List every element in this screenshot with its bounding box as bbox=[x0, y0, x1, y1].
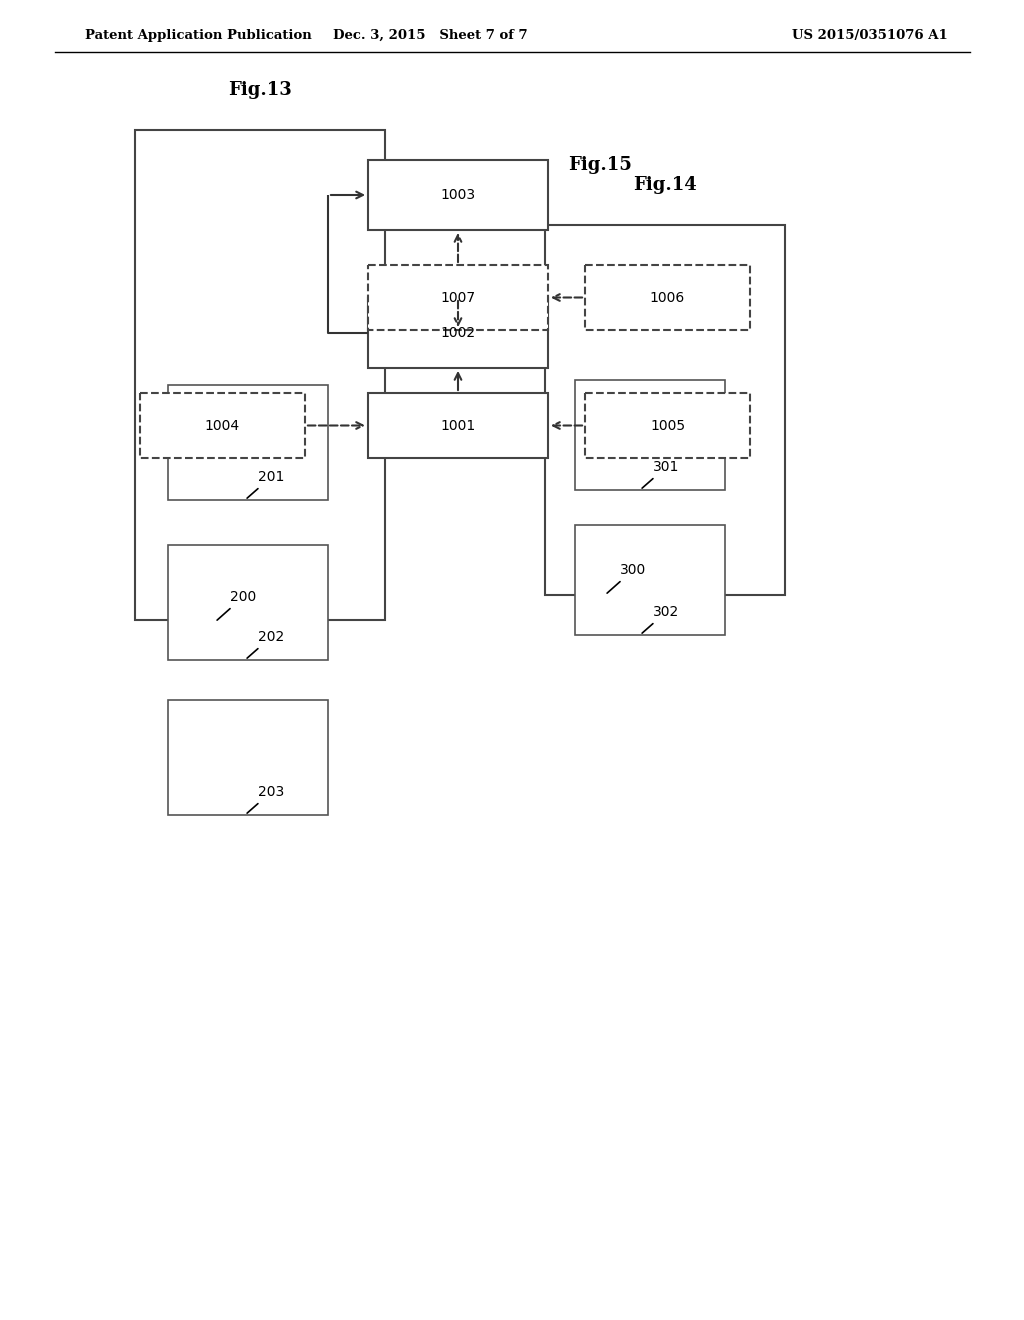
Text: 302: 302 bbox=[642, 605, 679, 634]
Text: 201: 201 bbox=[247, 470, 285, 498]
Text: 1006: 1006 bbox=[650, 290, 685, 305]
Bar bbox=[140, 393, 305, 458]
Text: 1001: 1001 bbox=[440, 418, 475, 433]
Bar bbox=[368, 160, 548, 230]
Text: 1004: 1004 bbox=[205, 418, 240, 433]
Text: Fig.13: Fig.13 bbox=[228, 81, 292, 99]
Bar bbox=[368, 298, 548, 368]
Bar bbox=[135, 129, 385, 620]
Text: 1003: 1003 bbox=[440, 187, 475, 202]
Bar bbox=[368, 265, 548, 330]
Text: 1007: 1007 bbox=[440, 290, 475, 305]
Text: 1005: 1005 bbox=[650, 418, 685, 433]
Bar bbox=[585, 265, 750, 330]
Text: 202: 202 bbox=[247, 630, 285, 659]
Text: 301: 301 bbox=[642, 459, 679, 488]
Text: Fig.15: Fig.15 bbox=[568, 156, 632, 174]
Bar bbox=[168, 545, 328, 660]
Text: 200: 200 bbox=[217, 590, 256, 620]
Text: 1002: 1002 bbox=[440, 326, 475, 341]
Bar bbox=[168, 385, 328, 500]
Text: US 2015/0351076 A1: US 2015/0351076 A1 bbox=[793, 29, 948, 41]
Text: Patent Application Publication: Patent Application Publication bbox=[85, 29, 311, 41]
Bar bbox=[168, 700, 328, 814]
Bar bbox=[575, 380, 725, 490]
Text: 203: 203 bbox=[247, 785, 285, 813]
Bar bbox=[545, 224, 785, 595]
Text: 300: 300 bbox=[607, 564, 646, 593]
Bar bbox=[585, 393, 750, 458]
Bar bbox=[575, 525, 725, 635]
Text: Fig.14: Fig.14 bbox=[633, 176, 697, 194]
Text: Dec. 3, 2015   Sheet 7 of 7: Dec. 3, 2015 Sheet 7 of 7 bbox=[333, 29, 527, 41]
Bar bbox=[368, 393, 548, 458]
